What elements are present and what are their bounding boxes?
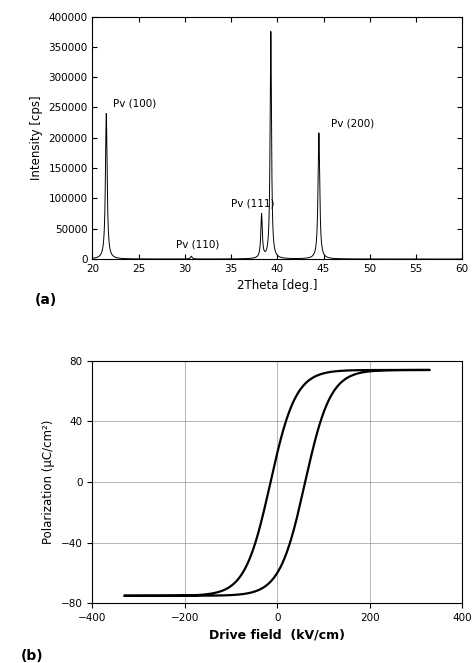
Text: (a): (a)	[35, 293, 57, 307]
X-axis label: 2Theta [deg.]: 2Theta [deg.]	[237, 279, 318, 292]
Text: (b): (b)	[20, 649, 43, 663]
Y-axis label: Intensity [cps]: Intensity [cps]	[30, 95, 43, 180]
Text: Pv (111): Pv (111)	[231, 199, 274, 209]
Text: Pv (110): Pv (110)	[175, 239, 219, 249]
Text: Pv (100): Pv (100)	[113, 99, 156, 109]
Y-axis label: Polarization (μC/cm²): Polarization (μC/cm²)	[42, 420, 55, 544]
Text: Pv (200): Pv (200)	[331, 119, 374, 129]
X-axis label: Drive field  (kV/cm): Drive field (kV/cm)	[210, 629, 345, 642]
